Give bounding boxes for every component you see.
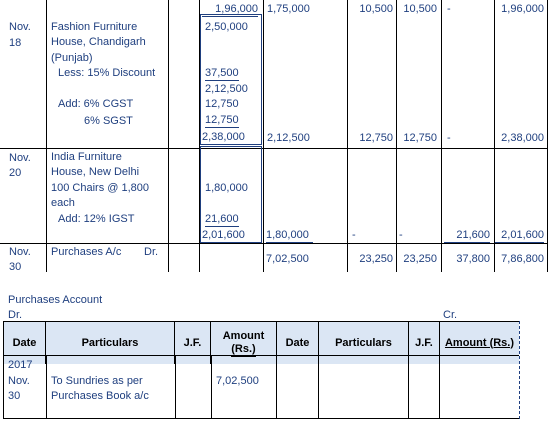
grid-line (494, 0, 495, 272)
ledger-col-line (211, 355, 212, 418)
ledger-row-month: Nov. (8, 375, 30, 387)
entry1-detail-total: 2,38,000 (202, 130, 258, 145)
entry1-date-month: Nov. (9, 21, 31, 33)
ledger-header-jf: J.F. (175, 322, 211, 364)
entry1-detail-value: 2,12,500 (205, 83, 248, 95)
entry2-total-d: - (399, 229, 403, 241)
grid-line (347, 0, 348, 272)
entry2-party-line: each (51, 197, 75, 209)
grid-line (396, 0, 397, 272)
entry1-cgst-label: Add: 6% CGST (58, 98, 134, 110)
grid-line (168, 0, 169, 272)
ledger-header-amount-line2: (Rs.) (231, 342, 256, 357)
ledger-row-particulars-line: To Sundries as per (51, 375, 143, 387)
ledger-header-particulars-cr: Particulars (319, 322, 409, 364)
cell-top-a: 1,96,000 (202, 2, 258, 17)
entry1-total-b: 2,12,500 (267, 132, 310, 144)
entry2-party-line: 100 Chairs @ 1,800 (51, 182, 150, 194)
ledger-header-divider (3, 355, 519, 356)
entry3-total-c: 23,250 (359, 253, 393, 265)
ledger-dr: Dr. (8, 309, 23, 321)
grid-line (46, 0, 47, 272)
entry2-total-c: - (352, 229, 356, 241)
cell-top-b: 1,75,000 (267, 3, 310, 15)
entry2-party-line: House, New Delhi (51, 166, 140, 178)
entry3-total-b: 7,02,500 (266, 253, 309, 265)
cell-top-f: 1,96,000 (501, 3, 544, 15)
ledger-row-particulars-line: Purchases Book a/c (51, 390, 149, 402)
entry2-party-line: India Furniture (51, 151, 122, 163)
entry1-party-line: House, Chandigarh (51, 36, 146, 48)
entry1-detail-value: 37,500 (205, 67, 239, 81)
grid-line (441, 0, 442, 272)
ledger-dashed-edge (519, 321, 520, 419)
entry1-detail-value: 12,750 (205, 98, 239, 110)
row-separator (0, 148, 548, 149)
ledger-col-line (439, 355, 440, 418)
ledger-header-date-cr: Date (277, 322, 319, 364)
ledger-col-line (408, 355, 409, 418)
ledger-col-line (46, 355, 47, 418)
ledger-col-line (318, 355, 319, 418)
entry1-date-day: 18 (9, 37, 22, 49)
entry1-detail-value: 2,50,000 (205, 21, 248, 33)
ledger-header-particulars: Particulars (46, 322, 175, 364)
ledger-border-bottom (3, 418, 519, 419)
ledger-cr: Cr. (443, 309, 458, 321)
cell-top-e: - (447, 3, 451, 15)
entry2-detail-value: 21,600 (205, 213, 239, 227)
entry1-detail-value: 12,750 (205, 114, 239, 128)
cell-top-d: 10,500 (403, 3, 437, 15)
entry1-total-c: 12,750 (359, 132, 393, 144)
row-separator (0, 243, 548, 244)
ledger-header-amount-line1: Amount (222, 329, 265, 342)
ledger-header-amount: Amount (Rs.) (211, 322, 277, 364)
entry1-total-f: 2,38,000 (501, 132, 544, 144)
entry3-total-e: 37,800 (456, 253, 490, 265)
grid-line (199, 0, 200, 272)
entry3-total-d: 23,250 (403, 253, 437, 265)
entry2-detail-value: 1,80,000 (205, 182, 248, 194)
entry3-date-day: 30 (9, 261, 22, 273)
ledger-row-amount: 7,02,500 (216, 375, 259, 387)
entry3-date-month: Nov. (9, 246, 31, 258)
entry2-detail-total: 2,01,600 (202, 228, 258, 243)
ledger-header-jf-cr: J.F. (409, 322, 440, 364)
entry1-total-d: 12,750 (403, 132, 437, 144)
ledger-title: Purchases Account (8, 294, 103, 306)
entry3-total-f: 7,86,800 (501, 253, 544, 265)
entry2-date-month: Nov. (9, 152, 31, 164)
entry3-dr: Dr. (144, 246, 159, 258)
entry2-total-e: 21,600 (444, 228, 490, 243)
entry2-igst-label: Add: 12% IGST (58, 213, 135, 225)
ledger-row-day: 30 (8, 390, 21, 402)
entry1-party-line: Fashion Furniture (51, 21, 138, 33)
ledger-col-line (276, 355, 277, 418)
ledger-header-amount-cr: Amount (Rs.) (440, 322, 519, 364)
entry1-discount-label: Less: 15% Discount (58, 67, 156, 79)
entry3-particulars: Purchases A/c (51, 246, 122, 258)
entry1-sgst-label: 6% SGST (84, 115, 133, 127)
ledger-row-year: 2017 (8, 359, 33, 371)
entry1-party-line: (Punjab) (51, 52, 93, 64)
entry1-total-e: - (447, 132, 451, 144)
entry2-date-day: 20 (9, 167, 22, 179)
grid-line (547, 0, 548, 272)
ledger-border-top (3, 321, 519, 322)
grid-line (263, 0, 264, 272)
ledger-border-left (3, 321, 4, 419)
cell-top-c: 10,500 (359, 3, 393, 15)
entry2-total-b: 1,80,000 (266, 228, 313, 243)
ledger-col-line (175, 355, 176, 418)
ledger-header-date: Date (4, 322, 46, 364)
entry2-total-f: 2,01,600 (495, 228, 544, 243)
